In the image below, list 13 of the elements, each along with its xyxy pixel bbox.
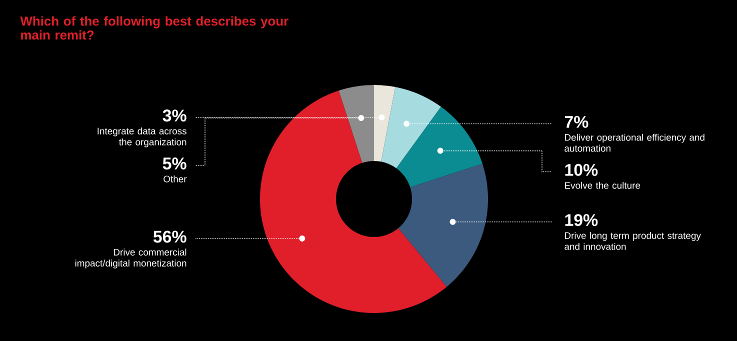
data-label: 5% bbox=[162, 158, 186, 170]
slice-label: Deliver operational efficiency and automation bbox=[564, 134, 704, 152]
slice-label: Other bbox=[164, 175, 187, 182]
data-label: 3% bbox=[162, 110, 186, 122]
slice-label: Drive commercial impact/digital monetization bbox=[75, 248, 186, 268]
data-label: 10% bbox=[565, 164, 598, 176]
slice-label: Evolve the culture bbox=[564, 182, 640, 189]
slice-label: Drive long term product strategy and innovation bbox=[564, 232, 701, 250]
data-label: 56% bbox=[153, 230, 186, 243]
slice-label: Integrate data across the organization bbox=[98, 127, 186, 148]
chart-title: Which of the following best describes your main remit? bbox=[20, 16, 288, 40]
data-label: 19% bbox=[565, 214, 598, 226]
data-label: 7% bbox=[564, 116, 588, 128]
